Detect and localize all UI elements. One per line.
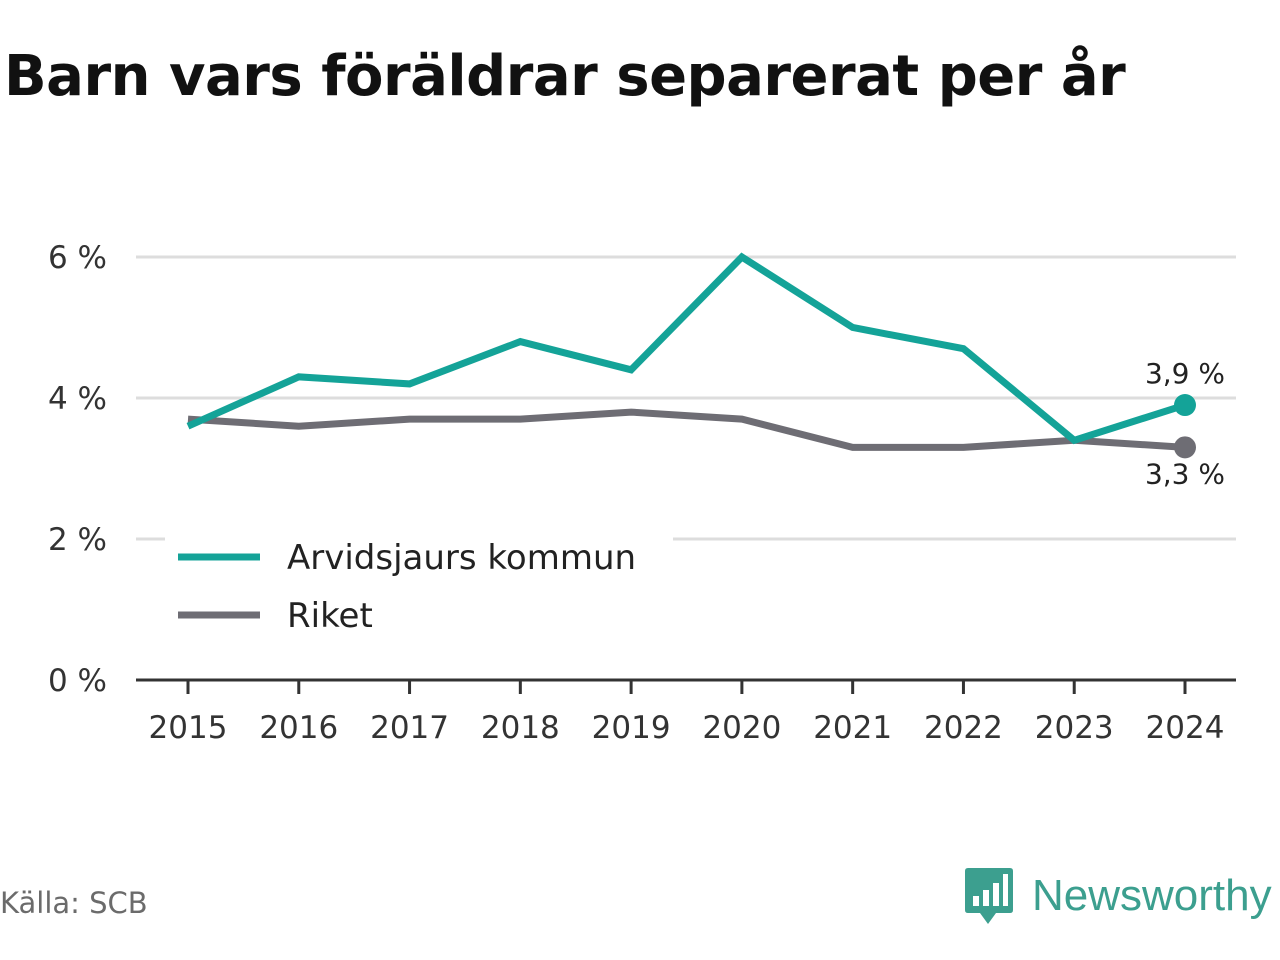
y-axis-ticks: 0 % 2 % 4 % 6 % <box>48 240 107 699</box>
x-tick-label: 2024 <box>1146 710 1225 746</box>
y-tick-label: 6 % <box>48 240 107 276</box>
series-line <box>187 408 1186 451</box>
data-point <box>297 375 301 379</box>
legend: Arvidsjaurs kommun Riket <box>165 528 673 646</box>
data-point <box>1072 438 1076 442</box>
x-tick-label: 2020 <box>702 710 781 746</box>
x-tick-label: 2017 <box>370 710 449 746</box>
data-point <box>629 410 633 414</box>
source-note: Källa: SCB <box>0 886 148 920</box>
data-point <box>629 368 633 372</box>
legend-label: Riket <box>287 596 373 636</box>
data-point <box>186 424 190 428</box>
x-tick-label: 2015 <box>149 710 228 746</box>
x-tick-label: 2021 <box>813 710 892 746</box>
x-axis: 2015 2016 2017 2018 2019 2020 2021 2022 2023 2024 <box>136 678 1236 746</box>
legend-background <box>165 528 673 646</box>
brand-name: Newsworthy <box>1032 871 1272 920</box>
x-tick-label: 2022 <box>924 710 1003 746</box>
y-tick-label: 2 % <box>48 522 107 558</box>
x-tick-label: 2019 <box>592 710 671 746</box>
chart-title: Barn vars föräldrar separerat per år <box>4 44 1126 109</box>
data-point <box>961 347 965 351</box>
gridlines <box>136 255 1236 541</box>
data-point <box>297 424 301 428</box>
data-point <box>851 445 855 449</box>
legend-label: Arvidsjaurs kommun <box>287 538 636 578</box>
end-marker <box>1174 394 1196 417</box>
end-value-label: 3,3 % <box>1145 457 1225 490</box>
data-point <box>740 255 744 259</box>
end-marker <box>1174 436 1196 459</box>
data-point <box>408 382 412 386</box>
data-point <box>961 445 965 449</box>
x-tick-label: 2016 <box>259 710 338 746</box>
x-tick-label: 2023 <box>1035 710 1114 746</box>
brand-logo: Newsworthy <box>964 866 1272 926</box>
data-point <box>740 417 744 421</box>
data-point <box>518 340 522 344</box>
series-line <box>186 252 1187 445</box>
y-tick-label: 4 % <box>48 381 107 417</box>
y-tick-label: 0 % <box>48 663 107 699</box>
x-tick-label: 2018 <box>481 710 560 746</box>
data-point <box>851 326 855 330</box>
series-lines: 3,9 % 3,3 % <box>186 252 1225 490</box>
data-point <box>186 417 190 421</box>
data-point <box>408 417 412 421</box>
data-point <box>518 417 522 421</box>
end-value-label: 3,9 % <box>1145 357 1225 390</box>
bar-chart-speech-icon <box>965 868 1013 924</box>
